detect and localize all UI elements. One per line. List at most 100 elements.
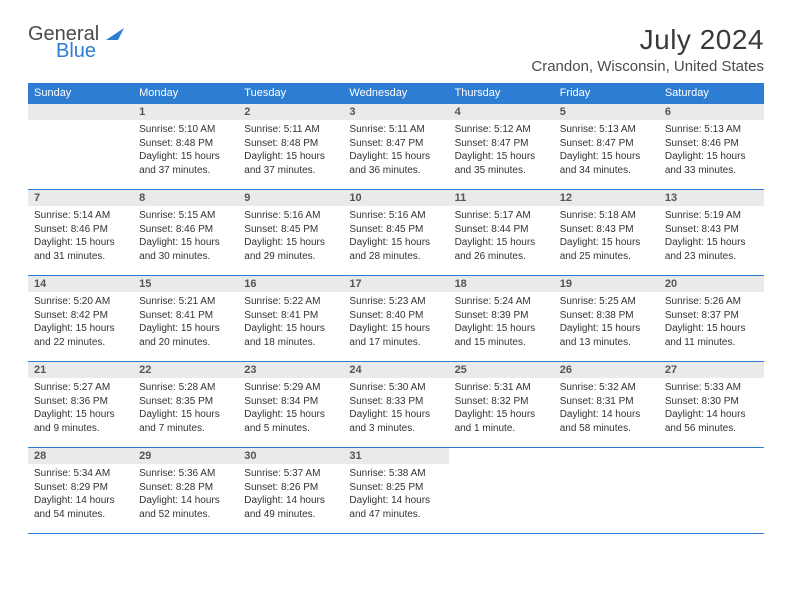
daylight-line: Daylight: 15 hours and 3 minutes. [349,408,442,435]
day-details: Sunrise: 5:34 AMSunset: 8:29 PMDaylight:… [28,464,133,527]
daylight-line: Daylight: 15 hours and 20 minutes. [139,322,232,349]
sunrise-line: Sunrise: 5:13 AM [560,123,653,137]
calendar-day-cell [554,448,659,534]
day-details: Sunrise: 5:16 AMSunset: 8:45 PMDaylight:… [343,206,448,269]
day-number: 10 [343,190,448,206]
daylight-line: Daylight: 15 hours and 18 minutes. [244,322,337,349]
sunset-line: Sunset: 8:48 PM [139,137,232,151]
day-details: Sunrise: 5:36 AMSunset: 8:28 PMDaylight:… [133,464,238,527]
sunset-line: Sunset: 8:40 PM [349,309,442,323]
sunrise-line: Sunrise: 5:20 AM [34,295,127,309]
calendar-day-cell: 16Sunrise: 5:22 AMSunset: 8:41 PMDayligh… [238,276,343,362]
day-details: Sunrise: 5:19 AMSunset: 8:43 PMDaylight:… [659,206,764,269]
brand-triangle-icon [106,26,124,40]
day-details: Sunrise: 5:24 AMSunset: 8:39 PMDaylight:… [449,292,554,355]
day-number: 18 [449,276,554,292]
sunset-line: Sunset: 8:43 PM [665,223,758,237]
sunrise-line: Sunrise: 5:16 AM [349,209,442,223]
daylight-line: Daylight: 14 hours and 54 minutes. [34,494,127,521]
calendar-day-cell: 24Sunrise: 5:30 AMSunset: 8:33 PMDayligh… [343,362,448,448]
daylight-line: Daylight: 15 hours and 37 minutes. [139,150,232,177]
sunset-line: Sunset: 8:31 PM [560,395,653,409]
day-details: Sunrise: 5:15 AMSunset: 8:46 PMDaylight:… [133,206,238,269]
daylight-line: Daylight: 15 hours and 22 minutes. [34,322,127,349]
sunrise-line: Sunrise: 5:36 AM [139,467,232,481]
day-details: Sunrise: 5:28 AMSunset: 8:35 PMDaylight:… [133,378,238,441]
daylight-line: Daylight: 15 hours and 28 minutes. [349,236,442,263]
day-details: Sunrise: 5:10 AMSunset: 8:48 PMDaylight:… [133,120,238,183]
sunset-line: Sunset: 8:43 PM [560,223,653,237]
sunrise-line: Sunrise: 5:11 AM [244,123,337,137]
day-number: 30 [238,448,343,464]
daylight-line: Daylight: 15 hours and 25 minutes. [560,236,653,263]
sunrise-line: Sunrise: 5:19 AM [665,209,758,223]
sunset-line: Sunset: 8:47 PM [349,137,442,151]
daylight-line: Daylight: 15 hours and 31 minutes. [34,236,127,263]
day-number: 7 [28,190,133,206]
calendar-day-cell: 28Sunrise: 5:34 AMSunset: 8:29 PMDayligh… [28,448,133,534]
calendar-week-row: 1Sunrise: 5:10 AMSunset: 8:48 PMDaylight… [28,104,764,190]
calendar-day-cell: 27Sunrise: 5:33 AMSunset: 8:30 PMDayligh… [659,362,764,448]
daylight-line: Daylight: 15 hours and 23 minutes. [665,236,758,263]
day-number: 25 [449,362,554,378]
calendar-day-cell: 31Sunrise: 5:38 AMSunset: 8:25 PMDayligh… [343,448,448,534]
brand-logo: General Blue [28,24,124,62]
calendar-day-cell [659,448,764,534]
day-details: Sunrise: 5:13 AMSunset: 8:46 PMDaylight:… [659,120,764,183]
day-number: 28 [28,448,133,464]
sunset-line: Sunset: 8:48 PM [244,137,337,151]
day-number: 20 [659,276,764,292]
day-number: 5 [554,104,659,120]
sunset-line: Sunset: 8:45 PM [349,223,442,237]
dow-thursday: Thursday [449,83,554,104]
daylight-line: Daylight: 15 hours and 17 minutes. [349,322,442,349]
calendar-day-cell: 1Sunrise: 5:10 AMSunset: 8:48 PMDaylight… [133,104,238,190]
daylight-line: Daylight: 15 hours and 5 minutes. [244,408,337,435]
calendar-day-cell: 12Sunrise: 5:18 AMSunset: 8:43 PMDayligh… [554,190,659,276]
sunset-line: Sunset: 8:46 PM [665,137,758,151]
sunset-line: Sunset: 8:33 PM [349,395,442,409]
sunset-line: Sunset: 8:30 PM [665,395,758,409]
calendar-day-cell: 29Sunrise: 5:36 AMSunset: 8:28 PMDayligh… [133,448,238,534]
calendar-day-cell: 11Sunrise: 5:17 AMSunset: 8:44 PMDayligh… [449,190,554,276]
day-details: Sunrise: 5:20 AMSunset: 8:42 PMDaylight:… [28,292,133,355]
sunset-line: Sunset: 8:45 PM [244,223,337,237]
sunrise-line: Sunrise: 5:14 AM [34,209,127,223]
day-details: Sunrise: 5:18 AMSunset: 8:43 PMDaylight:… [554,206,659,269]
daylight-line: Daylight: 15 hours and 35 minutes. [455,150,548,177]
calendar-day-cell: 2Sunrise: 5:11 AMSunset: 8:48 PMDaylight… [238,104,343,190]
day-details: Sunrise: 5:11 AMSunset: 8:47 PMDaylight:… [343,120,448,183]
daylight-line: Daylight: 14 hours and 47 minutes. [349,494,442,521]
sunset-line: Sunset: 8:42 PM [34,309,127,323]
calendar-day-cell: 3Sunrise: 5:11 AMSunset: 8:47 PMDaylight… [343,104,448,190]
sunrise-line: Sunrise: 5:25 AM [560,295,653,309]
sunset-line: Sunset: 8:36 PM [34,395,127,409]
sunrise-line: Sunrise: 5:26 AM [665,295,758,309]
calendar-day-cell: 25Sunrise: 5:31 AMSunset: 8:32 PMDayligh… [449,362,554,448]
sunrise-line: Sunrise: 5:38 AM [349,467,442,481]
sunset-line: Sunset: 8:26 PM [244,481,337,495]
calendar-day-cell: 20Sunrise: 5:26 AMSunset: 8:37 PMDayligh… [659,276,764,362]
sunset-line: Sunset: 8:41 PM [244,309,337,323]
day-details: Sunrise: 5:26 AMSunset: 8:37 PMDaylight:… [659,292,764,355]
calendar-day-cell: 23Sunrise: 5:29 AMSunset: 8:34 PMDayligh… [238,362,343,448]
day-number: 24 [343,362,448,378]
sunrise-line: Sunrise: 5:10 AM [139,123,232,137]
sunset-line: Sunset: 8:37 PM [665,309,758,323]
sunset-line: Sunset: 8:44 PM [455,223,548,237]
month-title: July 2024 [531,24,764,56]
dow-sunday: Sunday [28,83,133,104]
day-details: Sunrise: 5:22 AMSunset: 8:41 PMDaylight:… [238,292,343,355]
calendar-day-cell: 10Sunrise: 5:16 AMSunset: 8:45 PMDayligh… [343,190,448,276]
daylight-line: Daylight: 14 hours and 49 minutes. [244,494,337,521]
dow-saturday: Saturday [659,83,764,104]
sunrise-line: Sunrise: 5:32 AM [560,381,653,395]
day-number: 27 [659,362,764,378]
day-number: 21 [28,362,133,378]
daylight-line: Daylight: 15 hours and 29 minutes. [244,236,337,263]
sunrise-line: Sunrise: 5:16 AM [244,209,337,223]
calendar-day-cell: 30Sunrise: 5:37 AMSunset: 8:26 PMDayligh… [238,448,343,534]
sunrise-line: Sunrise: 5:28 AM [139,381,232,395]
dow-monday: Monday [133,83,238,104]
day-number: 3 [343,104,448,120]
